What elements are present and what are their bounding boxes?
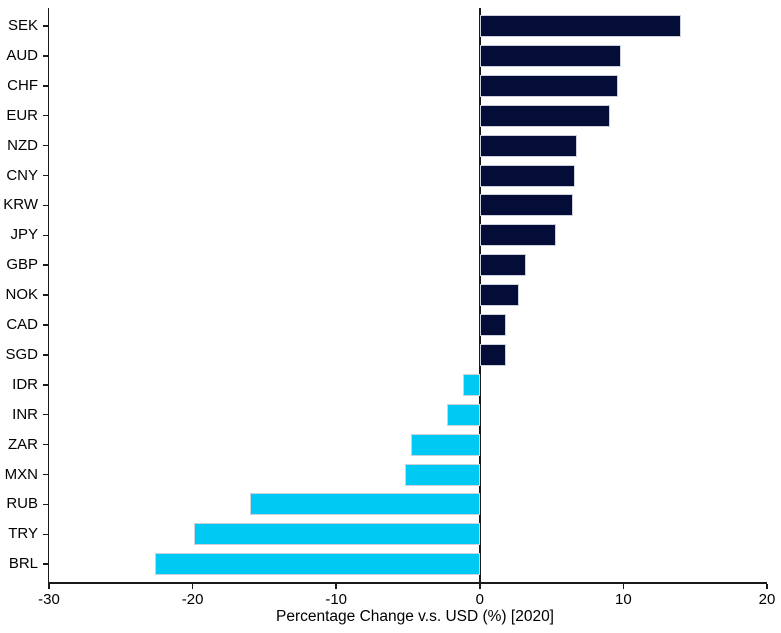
y-tick-label: BRL [8,555,38,573]
y-tick-label: EUR [6,106,38,124]
y-tick-label: KRW [3,196,38,214]
y-tick-mark [42,533,48,536]
y-tick-mark [42,55,48,57]
x-tick-mark [48,583,50,589]
y-tick-label: NOK [5,286,38,304]
y-tick-mark [42,85,48,87]
bar [479,15,681,37]
y-tick-label: IDR [12,375,38,393]
y-tick-label: CHF [7,76,38,94]
x-tick-label: 10 [615,591,632,608]
x-tick-mark [479,583,481,589]
bar [462,373,480,396]
x-tick-mark [335,583,337,589]
x-tick-label: 20 [758,591,776,608]
y-tick-label: JPY [10,226,38,244]
x-tick-label: -30 [38,591,60,608]
bar [479,74,618,97]
bar [479,134,578,157]
bar [479,343,506,366]
y-tick-mark [42,294,48,296]
y-tick-mark [42,413,48,416]
bar [250,493,480,516]
bar [479,44,621,67]
y-tick-label: AUD [6,46,38,64]
y-tick-label: SEK [7,17,38,34]
x-axis-title: Percentage Change v.s. USD (%) [2020] [276,608,554,625]
bar [479,314,506,336]
y-tick-label: NZD [7,136,38,154]
y-tick-mark [42,25,48,27]
y-tick-label: RUB [6,495,38,513]
y-tick-label: INR [12,405,38,423]
y-tick-mark [42,354,48,356]
y-tick-mark [42,473,48,476]
bar [479,224,556,247]
bar [479,194,574,217]
bar [479,104,611,127]
y-tick-label: CNY [6,166,38,184]
x-tick-mark [766,583,768,589]
y-tick-label: SGD [5,345,38,363]
y-tick-mark [42,234,48,237]
y-tick-mark [42,114,48,117]
y-tick-mark [42,503,48,506]
y-tick-label: MXN [4,465,38,483]
x-axis-line [47,582,767,584]
bar [405,463,480,486]
bar [479,284,519,307]
bar [194,523,480,546]
bar [479,254,526,277]
y-tick-label: TRY [8,525,38,543]
y-tick-mark [42,174,48,177]
x-tick-mark [622,583,625,589]
y-axis-line [47,8,49,582]
y-tick-label: CAD [6,316,38,333]
x-tick-label: -20 [181,591,204,608]
bar [155,553,480,576]
x-tick-mark [191,583,194,589]
bar [479,164,575,187]
bar [446,403,480,426]
x-tick-label: 0 [475,591,484,608]
y-tick-mark [42,384,48,386]
y-tick-label: ZAR [8,435,38,453]
y-tick-mark [42,264,48,266]
y-tick-mark [42,563,48,565]
y-tick-label: GBP [6,256,38,274]
y-tick-mark [42,324,48,326]
y-tick-mark [42,443,48,446]
x-tick-label: -10 [325,591,348,608]
y-tick-mark [42,204,48,207]
bar [410,433,480,456]
y-tick-mark [42,144,48,147]
